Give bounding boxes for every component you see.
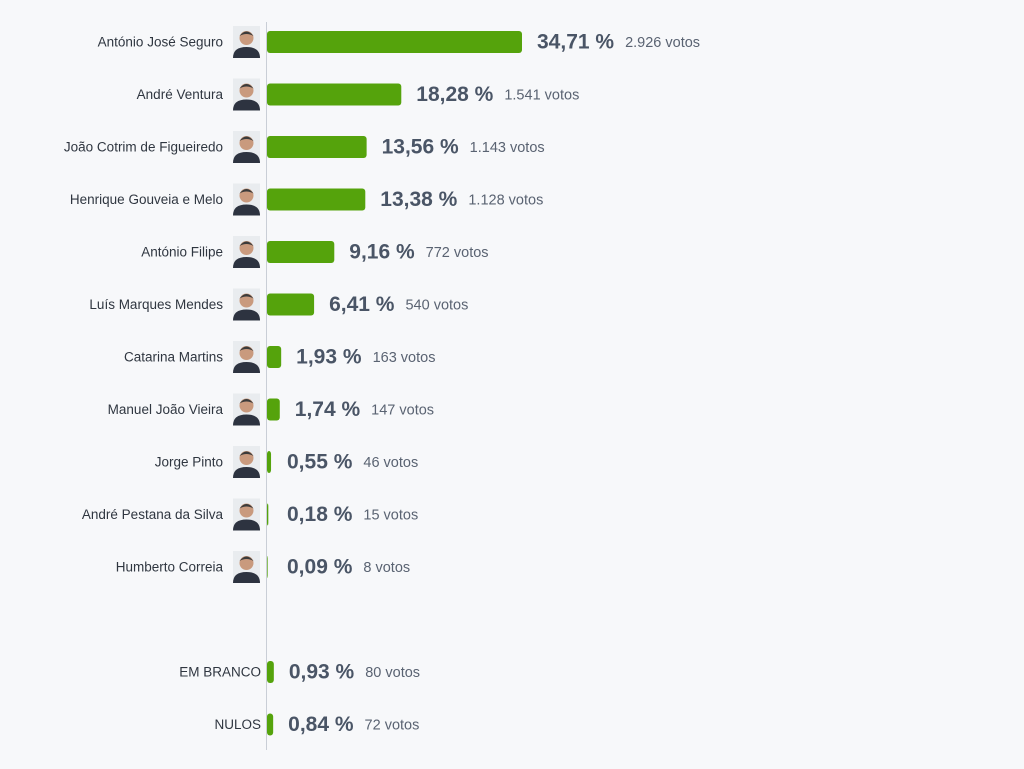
bar [267,241,335,263]
value-label: 0,93 % [289,661,355,684]
category-label: André Ventura [137,87,224,102]
category-label: Humberto Correia [116,560,224,575]
value-label: 0,55 % [287,451,353,474]
votes-label: 772 votos [426,245,489,261]
candidate-photo [233,288,260,321]
photo-part [233,47,260,58]
category-label: Jorge Pinto [155,455,223,470]
category-label: Catarina Martins [124,350,223,365]
category-label: EM BRANCO [179,665,261,680]
value-label: 0,84 % [288,713,354,736]
photo-part [233,467,260,478]
votes-label: 72 votos [365,717,420,733]
candidate-photo [233,236,260,268]
votes-label: 1.143 votos [470,140,545,156]
photo-part [239,504,254,509]
photo-part [239,241,254,246]
value-label: 34,71 % [537,31,614,54]
photo-part [239,399,254,404]
photo-part [239,556,254,561]
candidate-photo [233,131,260,163]
value-label: 0,09 % [287,556,353,579]
photo-part [233,309,260,321]
value-label: 9,16 % [349,241,415,264]
photo-part [239,346,254,351]
category-label: André Pestana da Silva [82,507,224,522]
bar [267,188,366,211]
bar [267,713,274,736]
photo-part [239,136,254,141]
votes-label: 80 votos [365,665,420,681]
category-label: João Cotrim de Figueiredo [64,140,223,155]
bar [267,136,367,158]
category-label: António José Seguro [98,35,223,50]
photo-part [233,362,260,373]
value-label: 1,93 % [296,346,362,369]
candidate-photo [233,183,260,216]
photo-part [233,152,260,163]
photo-part [239,31,254,36]
votes-label: 46 votos [363,455,418,471]
value-label: 13,38 % [380,188,457,211]
votes-label: 1.541 votos [504,87,579,103]
bar [267,31,522,53]
photo-part [233,204,260,216]
candidate-photo [233,78,260,111]
votes-label: 15 votos [363,507,418,523]
photo-part [239,294,254,299]
bar [267,503,269,526]
category-label: Manuel João Vieira [108,402,224,417]
photo-part [233,257,260,268]
category-label: Henrique Gouveia e Melo [70,192,223,207]
bar [267,398,280,421]
bar [267,83,402,106]
votes-label: 8 votos [363,560,410,576]
photo-part [233,414,260,426]
bar [267,293,315,316]
value-label: 0,18 % [287,503,353,526]
bar [267,451,272,473]
photo-part [233,572,260,583]
photo-part [239,451,254,456]
photo-part [233,519,260,531]
votes-label: 147 votos [371,402,434,418]
photo-part [239,84,254,89]
candidate-photo [233,551,260,583]
category-label: Luís Marques Mendes [89,297,223,312]
bar [267,346,282,368]
bar [267,661,274,683]
value-label: 18,28 % [416,83,493,106]
value-label: 6,41 % [329,293,395,316]
bar [267,556,268,578]
candidate-photo [233,446,260,478]
votes-label: 163 votos [373,350,436,366]
value-label: 1,74 % [295,398,361,421]
candidate-photo [233,498,260,531]
candidate-photo [233,393,260,426]
photo-part [239,189,254,194]
votes-label: 540 votos [405,297,468,313]
value-label: 13,56 % [382,136,459,159]
votes-label: 1.128 votos [468,192,543,208]
photo-part [233,99,260,111]
votes-label: 2.926 votos [625,35,700,51]
candidate-photo [233,26,260,58]
category-label: NULOS [214,717,261,732]
category-label: António Filipe [141,245,223,260]
candidate-photo [233,341,260,373]
